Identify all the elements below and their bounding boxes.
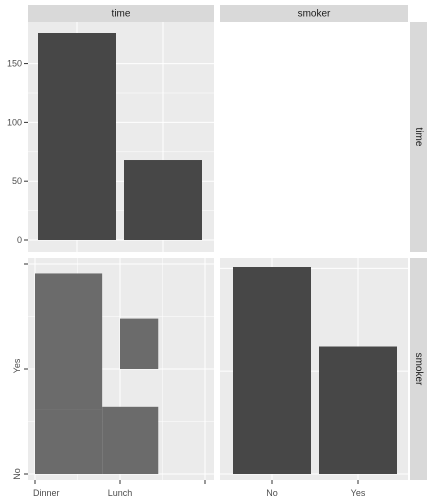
bar-time-dinner bbox=[38, 33, 116, 240]
mosaic-tile-0 bbox=[35, 409, 103, 474]
column-strip-time-label: time bbox=[112, 9, 131, 20]
y-tick-label: 150 bbox=[7, 59, 22, 69]
mosaic-tile-1 bbox=[102, 406, 159, 474]
bar-smoker-yes bbox=[319, 346, 397, 474]
x-tick-label-lunch: Lunch bbox=[108, 488, 133, 498]
x-tick-label-yes: Yes bbox=[351, 488, 366, 498]
row-strip-time-label: time bbox=[413, 128, 424, 147]
row-strip-time bbox=[410, 22, 427, 252]
x-tick-label-dinner: Dinner bbox=[33, 488, 60, 498]
row-strip-smoker bbox=[410, 258, 427, 480]
y-tick-label: 100 bbox=[7, 117, 22, 127]
y-tick-label-no: No bbox=[12, 468, 22, 480]
y-tick-label: 50 bbox=[12, 176, 22, 186]
column-strip-time bbox=[28, 5, 214, 22]
panel-blank bbox=[220, 22, 408, 252]
column-strip-smoker bbox=[220, 5, 408, 22]
y-tick-label: 0 bbox=[17, 235, 22, 245]
bar-time-lunch bbox=[124, 160, 202, 240]
mosaic-tile-4 bbox=[120, 318, 159, 369]
x-tick-label-no: No bbox=[266, 488, 278, 498]
bar-smoker-no bbox=[233, 267, 311, 474]
mosaic-tile-3 bbox=[35, 273, 103, 369]
y-tick-label-yes: Yes bbox=[12, 358, 22, 373]
column-strip-smoker-label: smoker bbox=[298, 9, 331, 20]
mosaic-tile-2 bbox=[35, 369, 103, 410]
row-strip-smoker-label: smoker bbox=[413, 353, 424, 386]
